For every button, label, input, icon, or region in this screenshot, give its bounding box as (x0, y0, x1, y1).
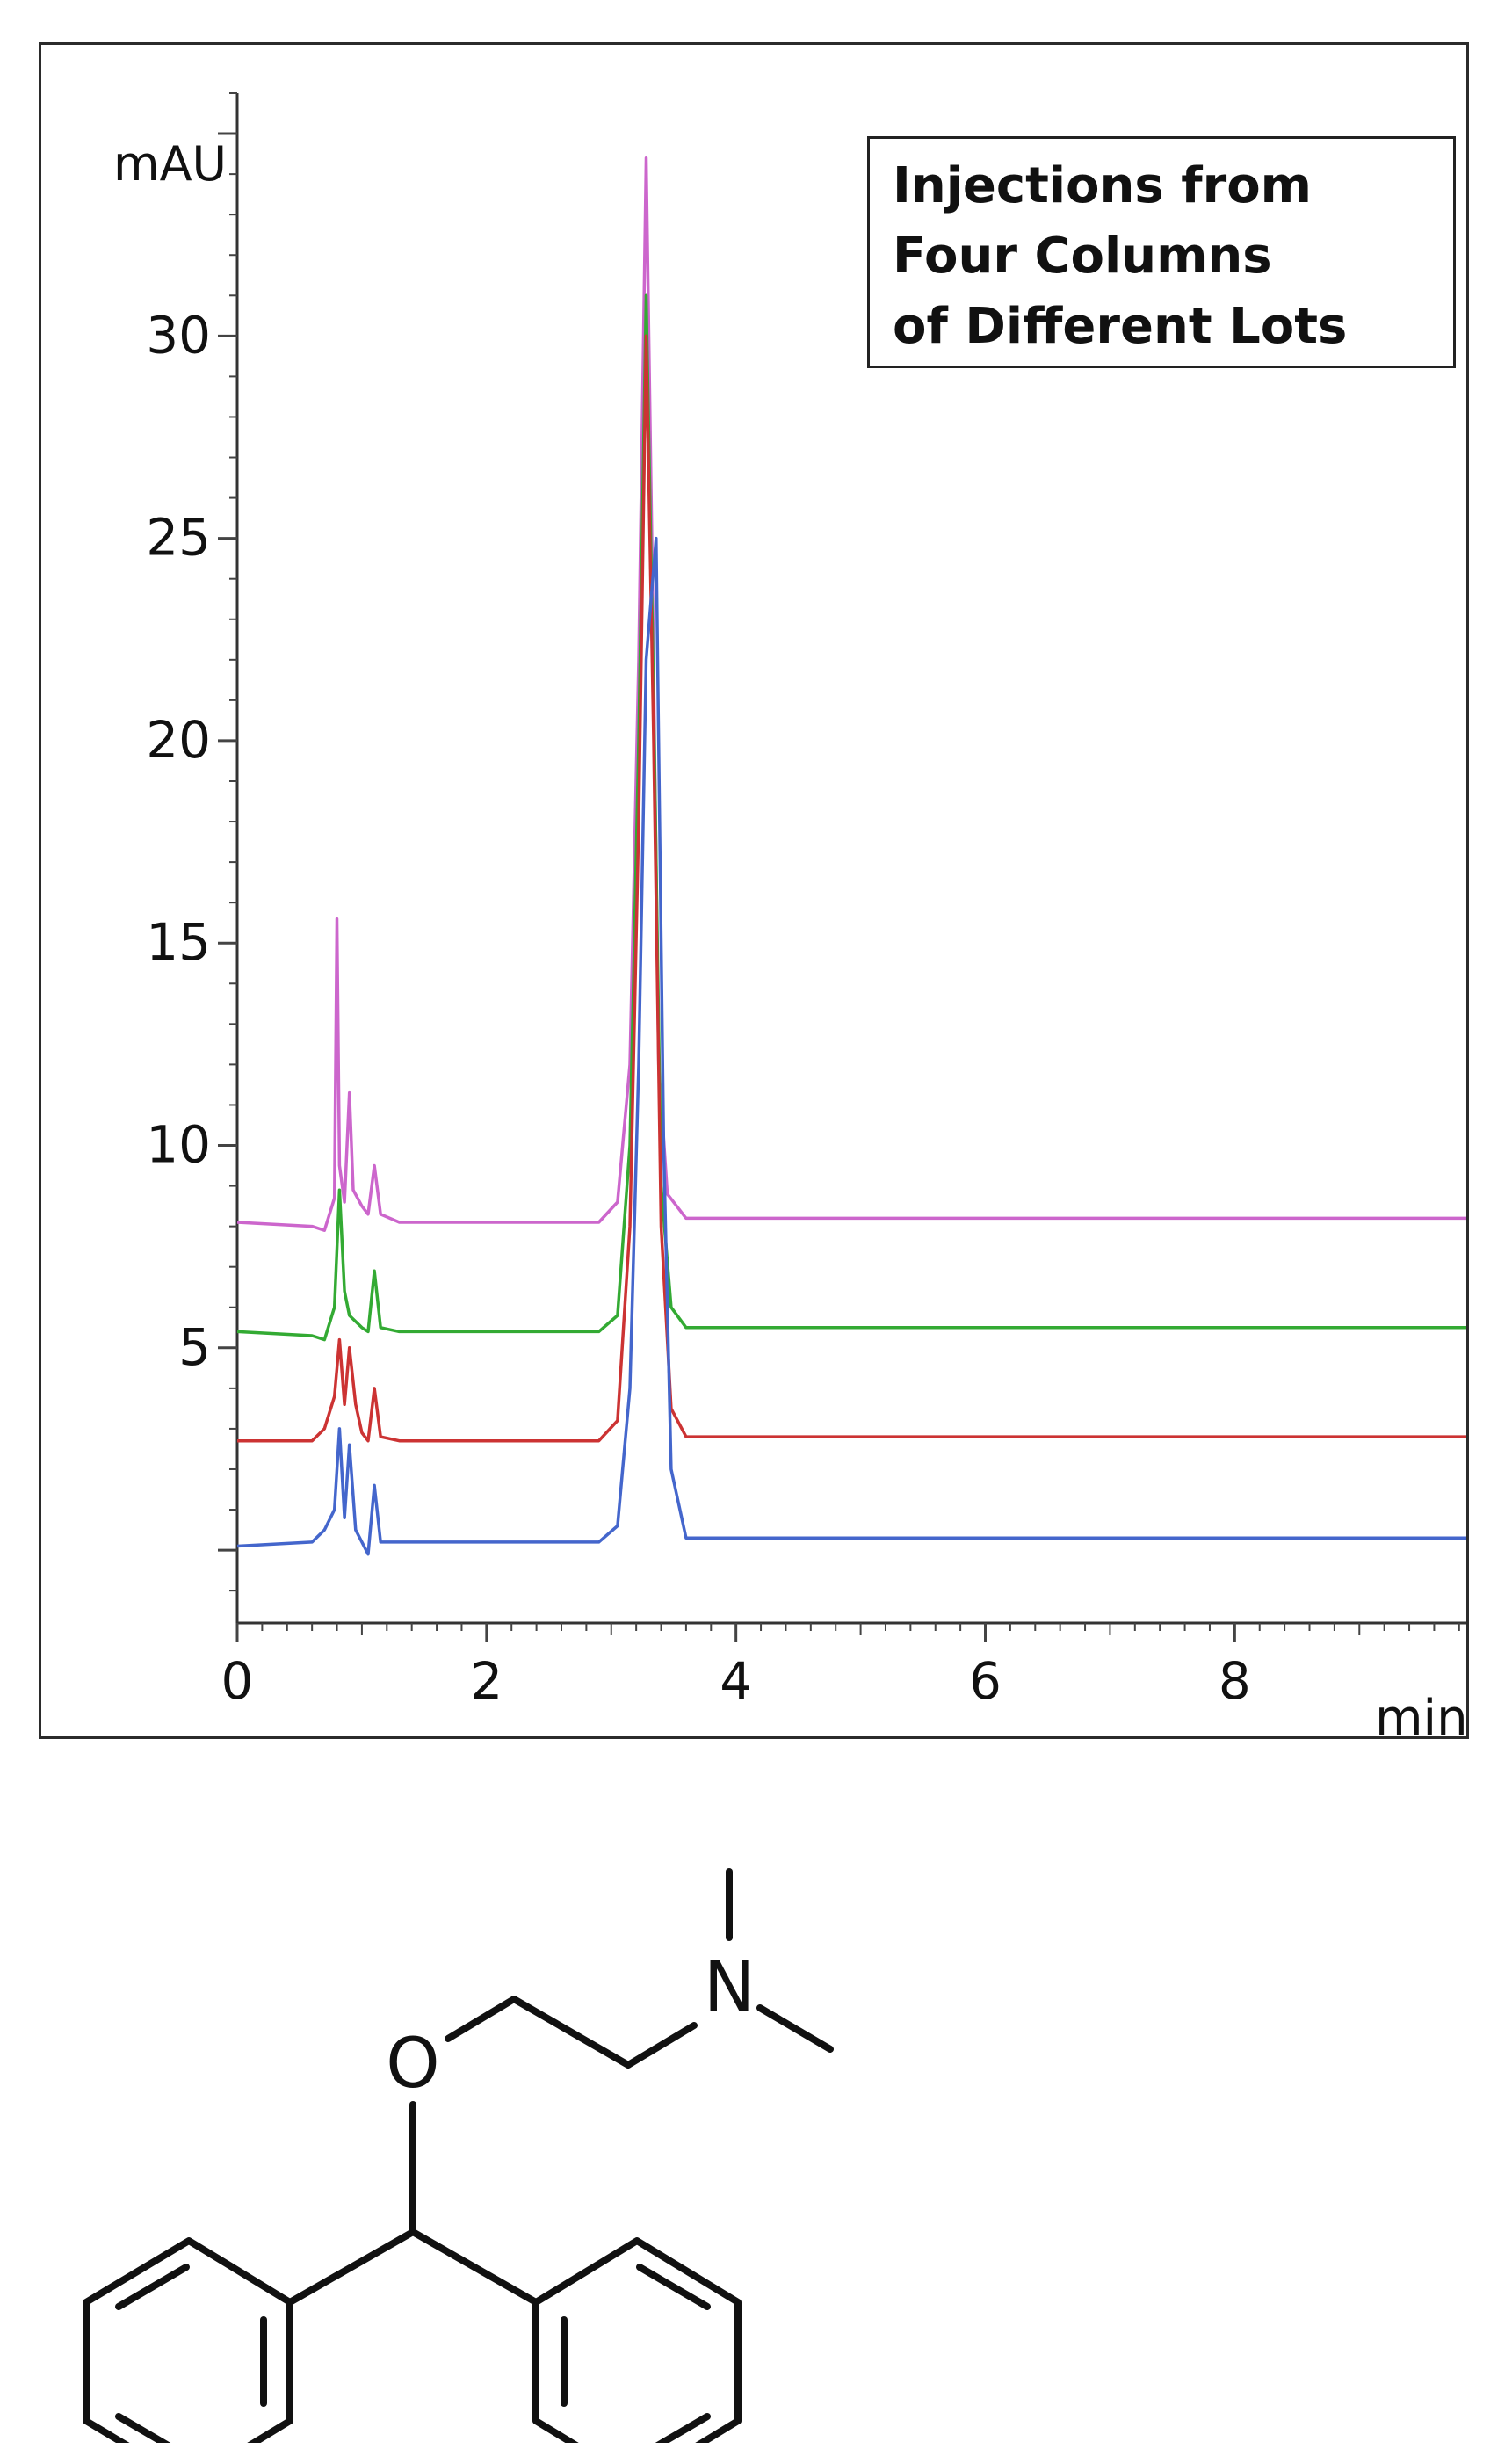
right-ring-double-bond-3 (655, 2413, 711, 2443)
x-axis-label: min (1375, 1690, 1468, 1747)
chart-title-line-1: Injections from (893, 157, 1313, 214)
x-tick-label: 0 (221, 1651, 254, 1711)
bond-oxygen-to-c1 (445, 1996, 517, 2042)
oxygen-atom-label: O (386, 2025, 439, 2104)
x-tick-label: 8 (1219, 1651, 1251, 1711)
right-ring-double-bond-2 (636, 2264, 711, 2310)
y-tick-label: 20 (146, 710, 211, 770)
chromatogram-trace-2 (236, 293, 1466, 1342)
y-tick-label: 30 (146, 305, 211, 365)
x-tick-label: 2 (470, 1651, 503, 1711)
y-axis-label: mAU (113, 136, 228, 192)
chart-frame: 5 10 15 20 25 30 0 2 4 6 8 mAU min Injections from… (39, 42, 1469, 1747)
bond-c1-to-c2 (510, 1996, 632, 2069)
chromatogram-chart: 5 10 15 20 25 30 0 2 4 6 8 (146, 92, 1466, 1711)
bond-c2-to-nitrogen (625, 2022, 698, 2069)
bond-nitrogen-methyl-right (756, 2004, 834, 2053)
bond-ring-right-to-center (409, 2228, 539, 2306)
diphenhydramine-structure: O N (83, 1868, 834, 2443)
left-benzene-ring (83, 2237, 293, 2443)
chart-title-box: Injections from Four Columns of Differen… (867, 136, 1456, 368)
left-ring-double-bond-2 (115, 2264, 190, 2310)
bond-ring-left-to-center (286, 2228, 416, 2306)
y-tick-label: 25 (146, 508, 211, 568)
y-tick-label: 5 (178, 1317, 211, 1377)
chromatogram-trace-4 (236, 536, 1466, 1556)
nitrogen-atom-label: N (704, 1948, 755, 2027)
chart-title-line-2: Four Columns (893, 228, 1272, 285)
x-tick-label: 4 (720, 1651, 752, 1711)
y-tick-label: 15 (146, 912, 211, 972)
y-tick-label: 10 (146, 1115, 211, 1175)
chart-title-line-3: of Different Lots (893, 298, 1348, 355)
chromatogram-trace-3 (237, 334, 1466, 1443)
left-ring-double-bond-3 (115, 2413, 171, 2443)
x-tick-label: 6 (969, 1651, 1002, 1711)
